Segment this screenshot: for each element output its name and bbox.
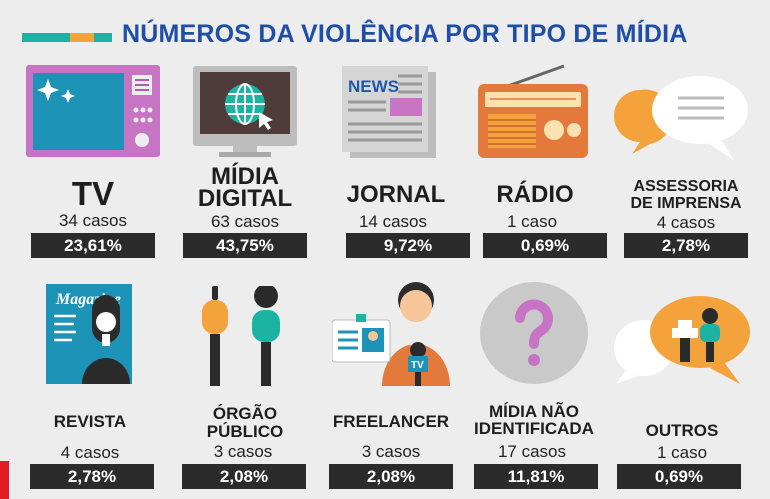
- others-icon: [614, 296, 750, 384]
- item-name-digital-line2: DIGITAL: [197, 185, 293, 212]
- item-pct-radio: 0,69%: [483, 233, 607, 258]
- item-name-orgao-line2: PÚBLICO: [206, 422, 284, 441]
- item-name-digital: MÍDIA DIGITAL: [160, 163, 330, 212]
- radio-icon: [478, 64, 588, 158]
- item-name-nao-identificada-line1: MÍDIA NÃO: [488, 402, 580, 421]
- item-count-outros: 1 caso: [656, 443, 708, 462]
- item-pct-orgao: 2,08%: [182, 464, 306, 489]
- item-name-outros: OUTROS: [645, 421, 719, 440]
- item-name-nao-identificada-line2: IDENTIFICADA: [474, 419, 594, 438]
- item-count-assessoria: 4 casos: [656, 213, 716, 232]
- item-name-assessoria-line2: DE IMPRENSA: [630, 195, 742, 212]
- newspaper-icon: NEWS: [342, 66, 436, 158]
- page-title: NÚMEROS DA VIOLÊNCIA POR TIPO DE MÍDIA: [122, 20, 688, 48]
- public-agency-icon: [202, 286, 280, 386]
- item-name-jornal: JORNAL: [346, 181, 446, 208]
- item-count-radio: 1 caso: [506, 212, 558, 231]
- item-name-orgao: ÓRGÃO PÚBLICO: [160, 405, 330, 441]
- item-count-revista: 4 casos: [60, 443, 120, 462]
- item-count-jornal: 14 casos: [358, 212, 428, 231]
- title-decoration-orange: [70, 33, 94, 42]
- item-pct-freelancer: 2,08%: [329, 464, 453, 489]
- tv-icon: [26, 65, 160, 157]
- freelancer-icon-text: TV: [411, 360, 424, 371]
- item-pct-outros: 0,69%: [617, 464, 741, 489]
- title-decoration-teal-2: [94, 33, 112, 42]
- item-pct-digital: 43,75%: [183, 233, 307, 258]
- corner-accent-bar: [0, 461, 9, 499]
- item-pct-nao-identificada: 11,81%: [474, 464, 598, 489]
- item-name-tv: TV: [71, 175, 115, 212]
- item-name-orgao-line1: ÓRGÃO: [212, 404, 278, 423]
- item-count-tv: 34 casos: [58, 211, 128, 230]
- press-office-icon: [614, 76, 748, 160]
- item-name-nao-identificada: MÍDIA NÃO IDENTIFICADA: [449, 403, 619, 437]
- item-pct-tv: 23,61%: [31, 233, 155, 258]
- title-decoration-teal: [22, 33, 70, 42]
- item-count-orgao: 3 casos: [213, 442, 273, 461]
- magazine-icon: Magazine: [46, 284, 132, 384]
- unidentified-media-icon: [480, 282, 588, 384]
- item-count-nao-identificada: 17 casos: [497, 442, 567, 461]
- newspaper-icon-text: NEWS: [348, 77, 399, 96]
- item-pct-jornal: 9,72%: [346, 233, 470, 258]
- item-count-digital: 63 casos: [210, 212, 280, 231]
- item-name-revista: REVISTA: [53, 412, 127, 431]
- item-name-digital-line1: MÍDIA: [211, 163, 279, 190]
- item-pct-revista: 2,78%: [30, 464, 154, 489]
- freelancer-icon: TV: [332, 282, 450, 386]
- item-name-freelancer: FREELANCER: [332, 412, 450, 431]
- item-name-assessoria: ASSESSORIA DE IMPRENSA: [601, 178, 770, 212]
- item-count-freelancer: 3 casos: [361, 442, 421, 461]
- digital-media-icon: [193, 66, 297, 157]
- item-name-assessoria-line1: ASSESSORIA: [633, 178, 739, 195]
- item-pct-assessoria: 2,78%: [624, 233, 748, 258]
- item-name-radio: RÁDIO: [496, 181, 574, 208]
